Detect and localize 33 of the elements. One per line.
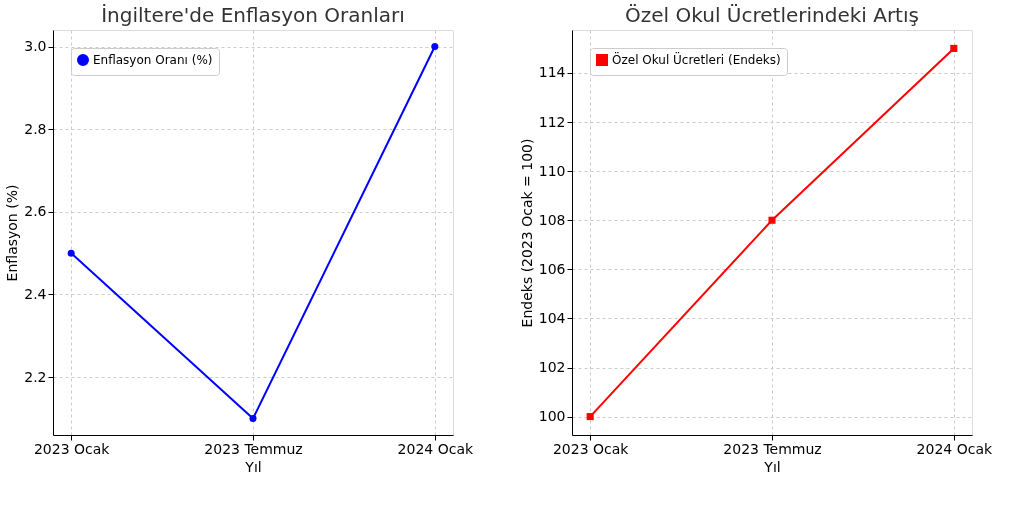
chart-title: Özel Okul Ücretlerindeki Artış <box>625 3 919 27</box>
x-tick-label: 2023 Ocak <box>552 440 630 457</box>
y-axis-title: Enflasyon (%) <box>4 184 21 282</box>
point <box>950 44 958 52</box>
x-tick-label: 2024 Ocak <box>916 440 993 457</box>
y-tick-label: 112 <box>538 113 566 130</box>
y-tick-label: 100 <box>538 408 566 425</box>
x-tick-label: 2023 Temmuz <box>204 440 303 457</box>
y-tick-label: 2.8 <box>24 120 47 137</box>
chart-title: İngiltere'de Enflasyon Oranları <box>101 3 405 27</box>
y-tick-label: 104 <box>538 309 566 326</box>
y-tick-label: 2.6 <box>24 203 47 220</box>
y-axis-title: Endeks (2023 Ocak = 100) <box>518 138 535 328</box>
x-axis-title: Yıl <box>763 458 781 475</box>
y-tick-label: 114 <box>538 64 566 81</box>
legend-label: Enflasyon Oranı (%) <box>93 53 213 67</box>
point <box>431 43 439 51</box>
y-tick-label: 2.2 <box>24 368 47 385</box>
point <box>586 413 594 421</box>
legend-label: Özel Okul Ücretleri (Endeks) <box>612 51 781 67</box>
point <box>768 216 776 224</box>
y-tick-label: 106 <box>538 260 566 277</box>
x-tick-label: 2024 Ocak <box>397 440 474 457</box>
x-tick-label: 2023 Temmuz <box>723 440 822 457</box>
point <box>249 414 257 422</box>
y-tick-label: 102 <box>538 359 566 375</box>
y-tick-label: 108 <box>538 211 566 228</box>
point <box>67 249 75 257</box>
x-tick-label: 2023 Ocak <box>33 440 111 457</box>
y-tick-label: 3.0 <box>24 38 47 55</box>
y-tick-label: 110 <box>538 162 566 179</box>
y-tick-label: 2.4 <box>24 285 47 302</box>
x-axis-title: Yıl <box>244 458 262 475</box>
